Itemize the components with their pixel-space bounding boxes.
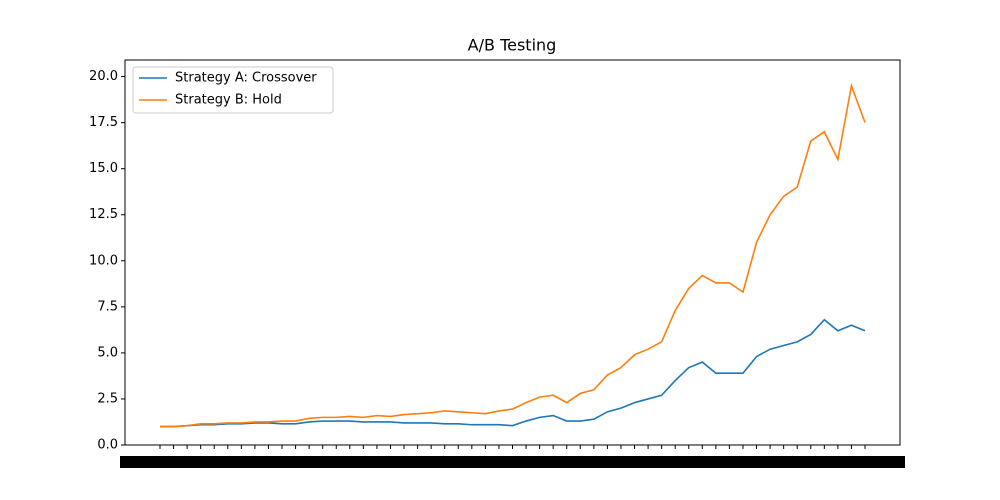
- plot-frame: [124, 59, 901, 446]
- y-tick-label: 12.5: [89, 207, 118, 222]
- line: [160, 82, 866, 428]
- y-tick-label: 10.0: [89, 253, 118, 268]
- x-label-smear: [120, 456, 905, 468]
- y-tick-label: 7.5: [97, 299, 118, 314]
- chart-title: A/B Testing: [468, 36, 557, 55]
- y-tick-label: 5.0: [97, 345, 118, 360]
- legend-box: [132, 66, 334, 114]
- y-tick-label: 17.5: [89, 115, 118, 130]
- y-tick-label: 2.5: [97, 391, 118, 406]
- line: [160, 318, 866, 428]
- legend-label: Strategy B: Hold: [175, 93, 282, 108]
- y-tick-label: 15.0: [89, 161, 118, 176]
- y-tick-label: 0.0: [97, 438, 118, 453]
- y-tick-label: 20.0: [89, 69, 118, 84]
- legend-label: Strategy A: Crossover: [175, 71, 317, 86]
